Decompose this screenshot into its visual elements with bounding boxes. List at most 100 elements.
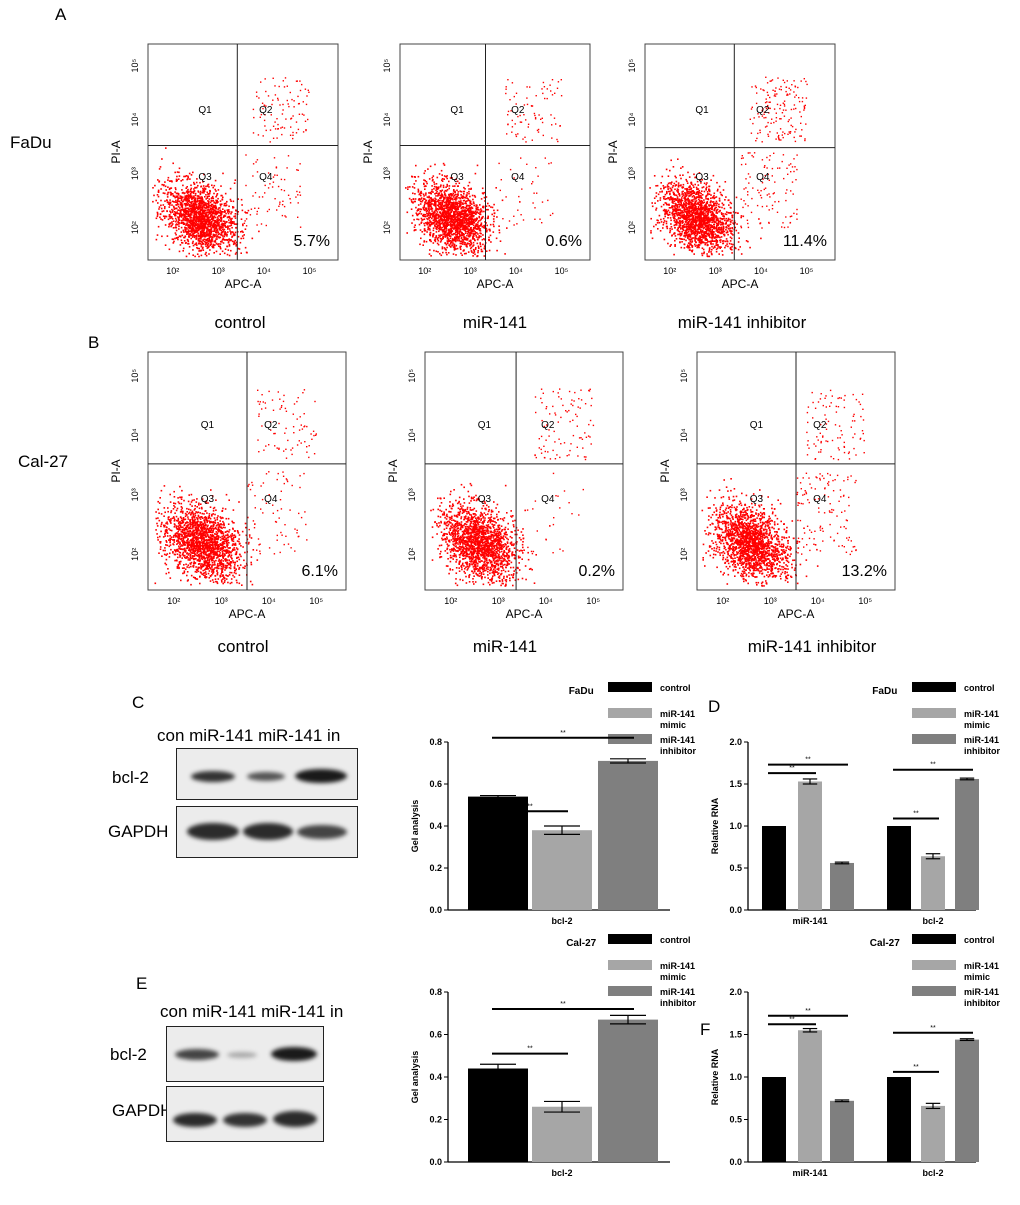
flow-dot	[462, 226, 464, 229]
flow-dot	[687, 235, 689, 238]
flow-dot	[664, 215, 666, 218]
flow-dot	[195, 203, 198, 206]
flow-dot	[464, 230, 467, 233]
flow-dot	[200, 207, 203, 209]
flow-dot	[513, 177, 515, 179]
flow-dot	[449, 214, 452, 217]
flow-dot	[157, 189, 160, 192]
flow-dot	[181, 222, 184, 224]
flow-dot	[423, 198, 425, 200]
flow-dot	[461, 240, 463, 242]
flow-dot	[522, 219, 525, 221]
flow-dot	[688, 214, 690, 217]
flow-dot	[192, 254, 194, 256]
flow-dot	[175, 229, 178, 232]
flow-dot	[172, 220, 175, 222]
flow-dot	[669, 182, 671, 184]
flow-dot	[208, 206, 210, 209]
flow-dot	[729, 230, 731, 232]
flow-dot	[419, 199, 421, 201]
flow-dot	[437, 213, 439, 216]
flow-dot	[446, 206, 449, 209]
flow-dot	[229, 225, 231, 227]
flow-dot	[469, 241, 472, 243]
flow-dot	[731, 248, 733, 251]
flow-dot	[693, 191, 696, 193]
flow-dot	[182, 222, 185, 225]
flow-dot	[486, 229, 488, 232]
flow-dot	[506, 227, 508, 229]
flow-dot	[202, 226, 204, 228]
flow-dot	[212, 226, 215, 229]
flow-dot	[686, 216, 688, 218]
flow-dot	[223, 202, 226, 205]
flow-dot	[465, 228, 467, 230]
flow-dot	[187, 220, 189, 222]
flow-dot	[190, 227, 192, 230]
flow-dot	[475, 247, 477, 249]
flow-dot	[534, 207, 536, 209]
flow-dot	[451, 221, 453, 223]
flow-dot	[264, 114, 266, 116]
flow-dot	[442, 251, 444, 254]
panel-label-d: D	[708, 697, 721, 716]
flow-dot	[466, 214, 468, 216]
flow-dot	[275, 167, 278, 169]
flow-dot	[226, 200, 228, 203]
flow-dot	[689, 234, 692, 237]
flow-dot	[207, 215, 209, 218]
flow-dot	[422, 206, 424, 209]
flow-dot	[697, 192, 700, 194]
flow-dot	[199, 210, 201, 213]
flow-dot	[436, 228, 438, 231]
flow-dot	[444, 189, 447, 192]
flow-dot	[450, 246, 452, 248]
flow-dot	[177, 217, 180, 219]
flow-dot	[216, 201, 218, 203]
flow-dot	[199, 232, 202, 234]
flow-dot	[234, 217, 237, 219]
flow-dot	[154, 184, 156, 187]
flow-dot	[188, 197, 190, 200]
flow-dot	[208, 219, 211, 222]
flow-dot	[233, 242, 235, 245]
flow-dot	[296, 190, 298, 193]
flow-dot	[299, 226, 302, 228]
flow-dot	[433, 216, 436, 218]
flow-dot	[420, 192, 423, 195]
flow-dot	[191, 224, 194, 227]
flow-dot	[735, 229, 738, 232]
flow-dot	[488, 236, 490, 239]
flow-dot	[215, 195, 217, 198]
flow-dot	[255, 161, 257, 163]
flow-dot	[667, 209, 670, 212]
flow-dot	[714, 240, 716, 242]
flow-dot	[507, 110, 510, 113]
flow-dot	[213, 252, 215, 254]
flow-dot	[211, 205, 213, 208]
flow-dot	[699, 209, 701, 211]
flow-dot	[659, 191, 661, 193]
flow-dot	[175, 188, 177, 191]
flow-dot	[188, 234, 190, 236]
flow-dot	[417, 213, 419, 215]
flow-dot	[450, 228, 453, 230]
flow-dot	[184, 197, 187, 200]
flow-dot	[534, 114, 536, 117]
flow-dot	[710, 237, 713, 239]
flow-dot	[481, 250, 484, 253]
flow-dot	[557, 81, 560, 83]
flow-dot	[731, 219, 733, 222]
flow-dot	[185, 227, 187, 229]
flow-dot	[479, 204, 481, 206]
flow-dot	[477, 233, 479, 235]
flow-dot	[448, 180, 450, 183]
flow-dot	[693, 197, 696, 199]
flow-dot	[178, 225, 180, 228]
flow-dot	[418, 193, 421, 196]
flow-dot	[211, 246, 214, 249]
flow-dot	[202, 209, 204, 212]
flow-dot	[673, 214, 676, 216]
flow-dot	[699, 214, 701, 216]
flow-dot	[206, 227, 209, 230]
